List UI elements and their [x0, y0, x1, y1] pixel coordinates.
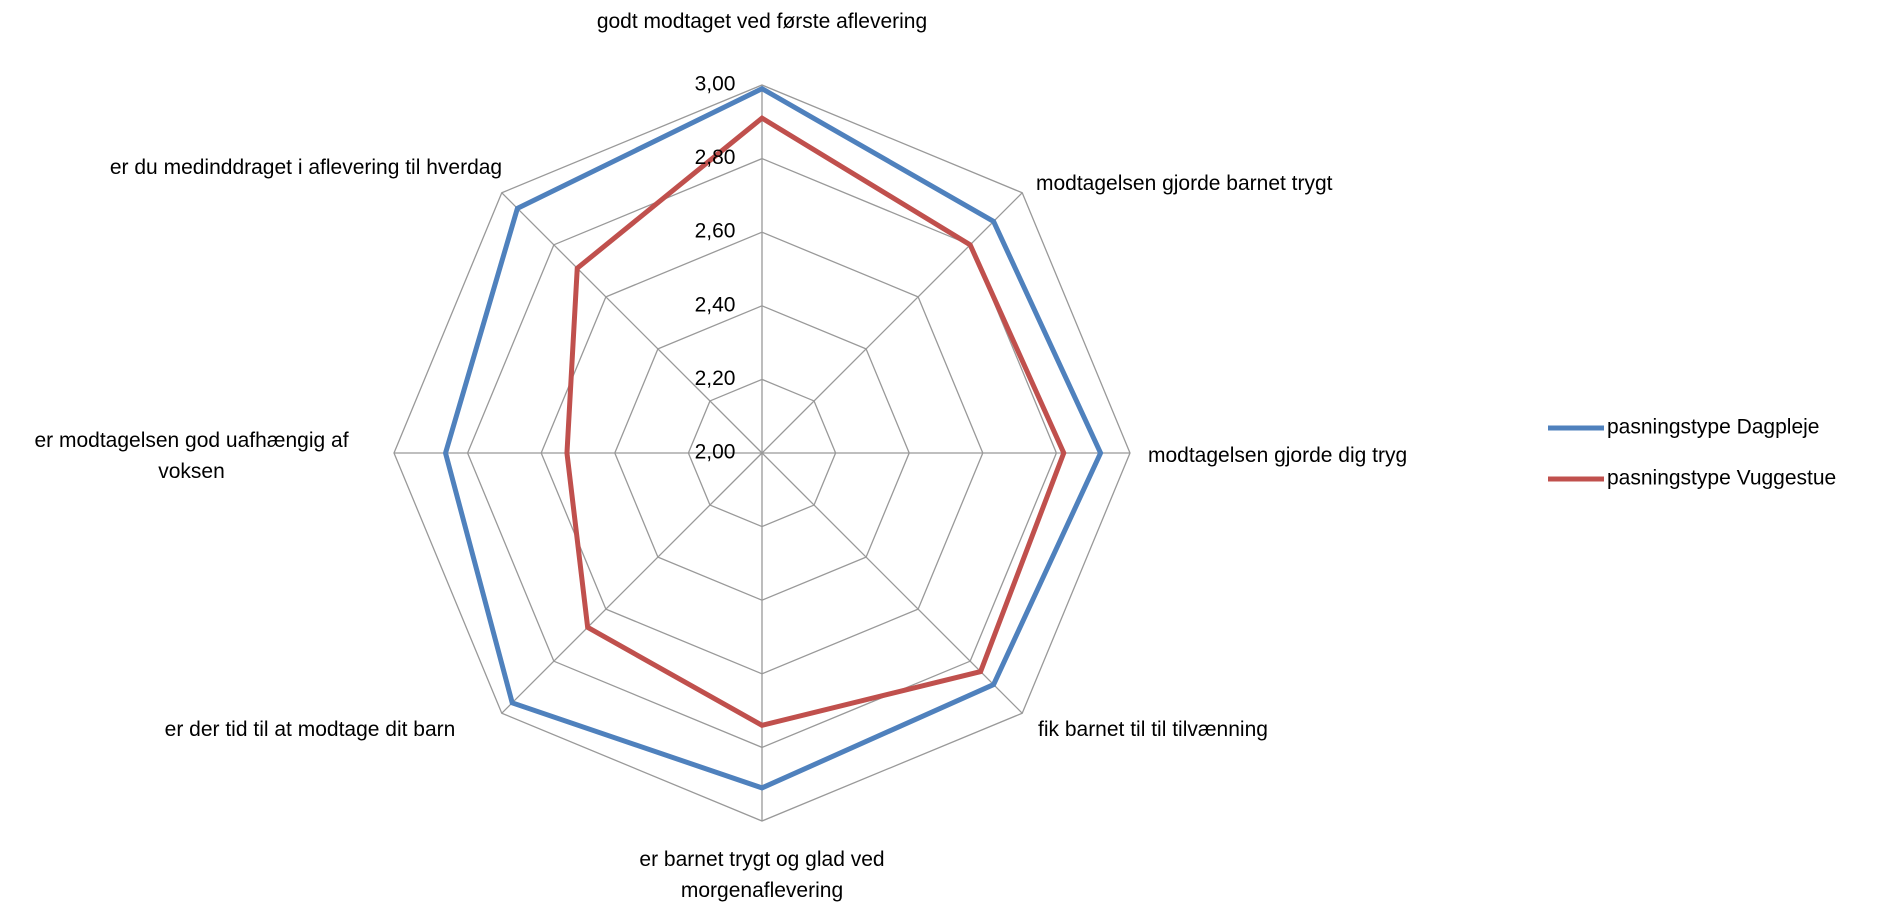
- axis-spoke: [761, 192, 1023, 454]
- legend-label: pasningstype Dagpleje: [1607, 416, 1819, 439]
- series-line: [442, 85, 1104, 791]
- axis-spoke: [501, 452, 763, 714]
- category-label: modtagelsen gjorde barnet trygt: [1036, 172, 1333, 195]
- category-label: fik barnet til til tilvænning: [1038, 718, 1268, 741]
- axis-spoke: [501, 192, 763, 454]
- axis-spoke: [761, 452, 1023, 714]
- tick-label: 3,00: [695, 73, 736, 96]
- category-label: er der tid til at modtage dit barn: [164, 718, 456, 741]
- category-label: godt modtaget ved første aflevering: [596, 10, 928, 33]
- series-line: [564, 115, 1067, 728]
- category-label: modtagelsen gjorde dig tryg: [1148, 444, 1408, 467]
- category-label: er modtagelsen god uafhængig af voksen: [34, 429, 349, 483]
- tick-label: 2,40: [695, 293, 736, 316]
- tick-label: 2,20: [695, 367, 736, 390]
- tick-label: 2,80: [695, 146, 736, 169]
- legend-label: pasningstype Vuggestue: [1607, 467, 1836, 490]
- tick-label: 2,00: [695, 441, 736, 464]
- category-label: er du medinddraget i aflevering til hver…: [109, 156, 503, 179]
- category-label: er barnet trygt og glad ved morgenafleve…: [639, 848, 885, 902]
- tick-label: 2,60: [695, 220, 736, 243]
